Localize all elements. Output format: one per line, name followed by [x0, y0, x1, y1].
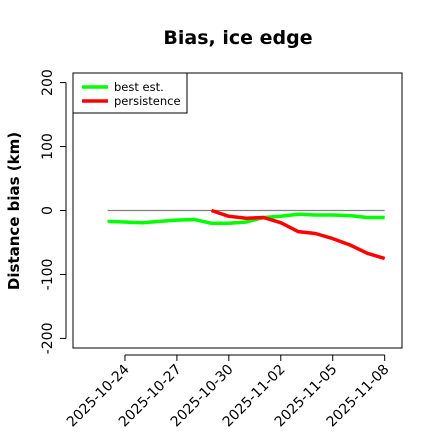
y-axis-label: Distance bias (km) — [5, 132, 23, 290]
series-line-persistence — [210, 208, 386, 261]
y-tick-label: 200 — [40, 69, 56, 96]
chart-title: Bias, ice edge — [163, 27, 312, 49]
y-tick-label: 0 — [40, 206, 56, 215]
plot-frame — [72, 72, 403, 349]
legend-box — [72, 72, 188, 114]
series-line-best-est — [107, 212, 385, 226]
legend-label: persistence — [114, 94, 181, 108]
legend-label: best est. — [114, 80, 164, 94]
y-tick-label: -100 — [40, 259, 56, 291]
y-tick-label: 100 — [40, 133, 56, 160]
y-tick-label: -200 — [40, 323, 56, 355]
